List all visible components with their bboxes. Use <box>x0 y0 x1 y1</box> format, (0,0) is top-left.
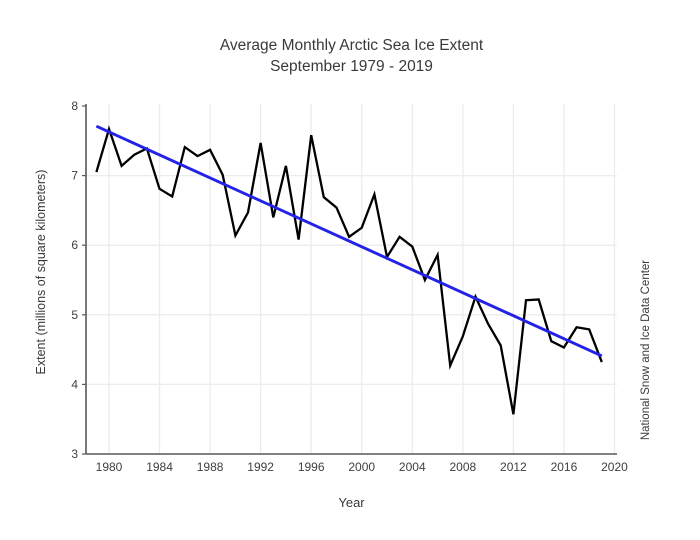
y-tick-label: 7 <box>71 169 78 183</box>
x-tick-label: 2016 <box>551 460 578 474</box>
x-tick-label: 1984 <box>146 460 173 474</box>
gridlines <box>86 104 617 454</box>
y-axis-title: Extent (millions of square kilometers) <box>34 169 48 375</box>
x-tick-label: 1988 <box>197 460 224 474</box>
x-tick-label: 2020 <box>601 460 628 474</box>
x-tick-labels: 1980 1984 1988 1992 1996 2000 2004 2008 2012 2016… <box>96 460 628 474</box>
y-tick-label: 4 <box>71 377 78 391</box>
chart-title: Average Monthly Arctic Sea Ice Extent Se… <box>53 35 650 77</box>
y-tick-label: 3 <box>71 447 78 461</box>
trend-line <box>95 124 603 358</box>
y-tick-label: 6 <box>71 238 78 252</box>
x-axis-title: Year <box>338 495 365 510</box>
x-tick-label: 2008 <box>449 460 476 474</box>
x-tick-label: 1992 <box>247 460 274 474</box>
source-credit: National Snow and Ice Data Center <box>640 259 652 441</box>
axes <box>82 104 617 455</box>
chart-title-line1: Average Monthly Arctic Sea Ice Extent <box>219 37 484 54</box>
x-tick-label: 2004 <box>399 460 426 474</box>
x-tick-label: 1996 <box>298 460 325 474</box>
y-tick-label: 8 <box>71 99 78 113</box>
data-series <box>95 124 603 415</box>
y-tick-label: 5 <box>71 308 78 322</box>
x-tick-label: 2012 <box>500 460 527 474</box>
chart-title-line2: September 1979 - 2019 <box>270 58 433 75</box>
x-tick-label: 1980 <box>96 460 123 474</box>
y-tick-labels: 3 4 5 6 7 8 <box>71 99 78 461</box>
x-tick-label: 2000 <box>348 460 375 474</box>
extent-series-line <box>95 125 603 415</box>
